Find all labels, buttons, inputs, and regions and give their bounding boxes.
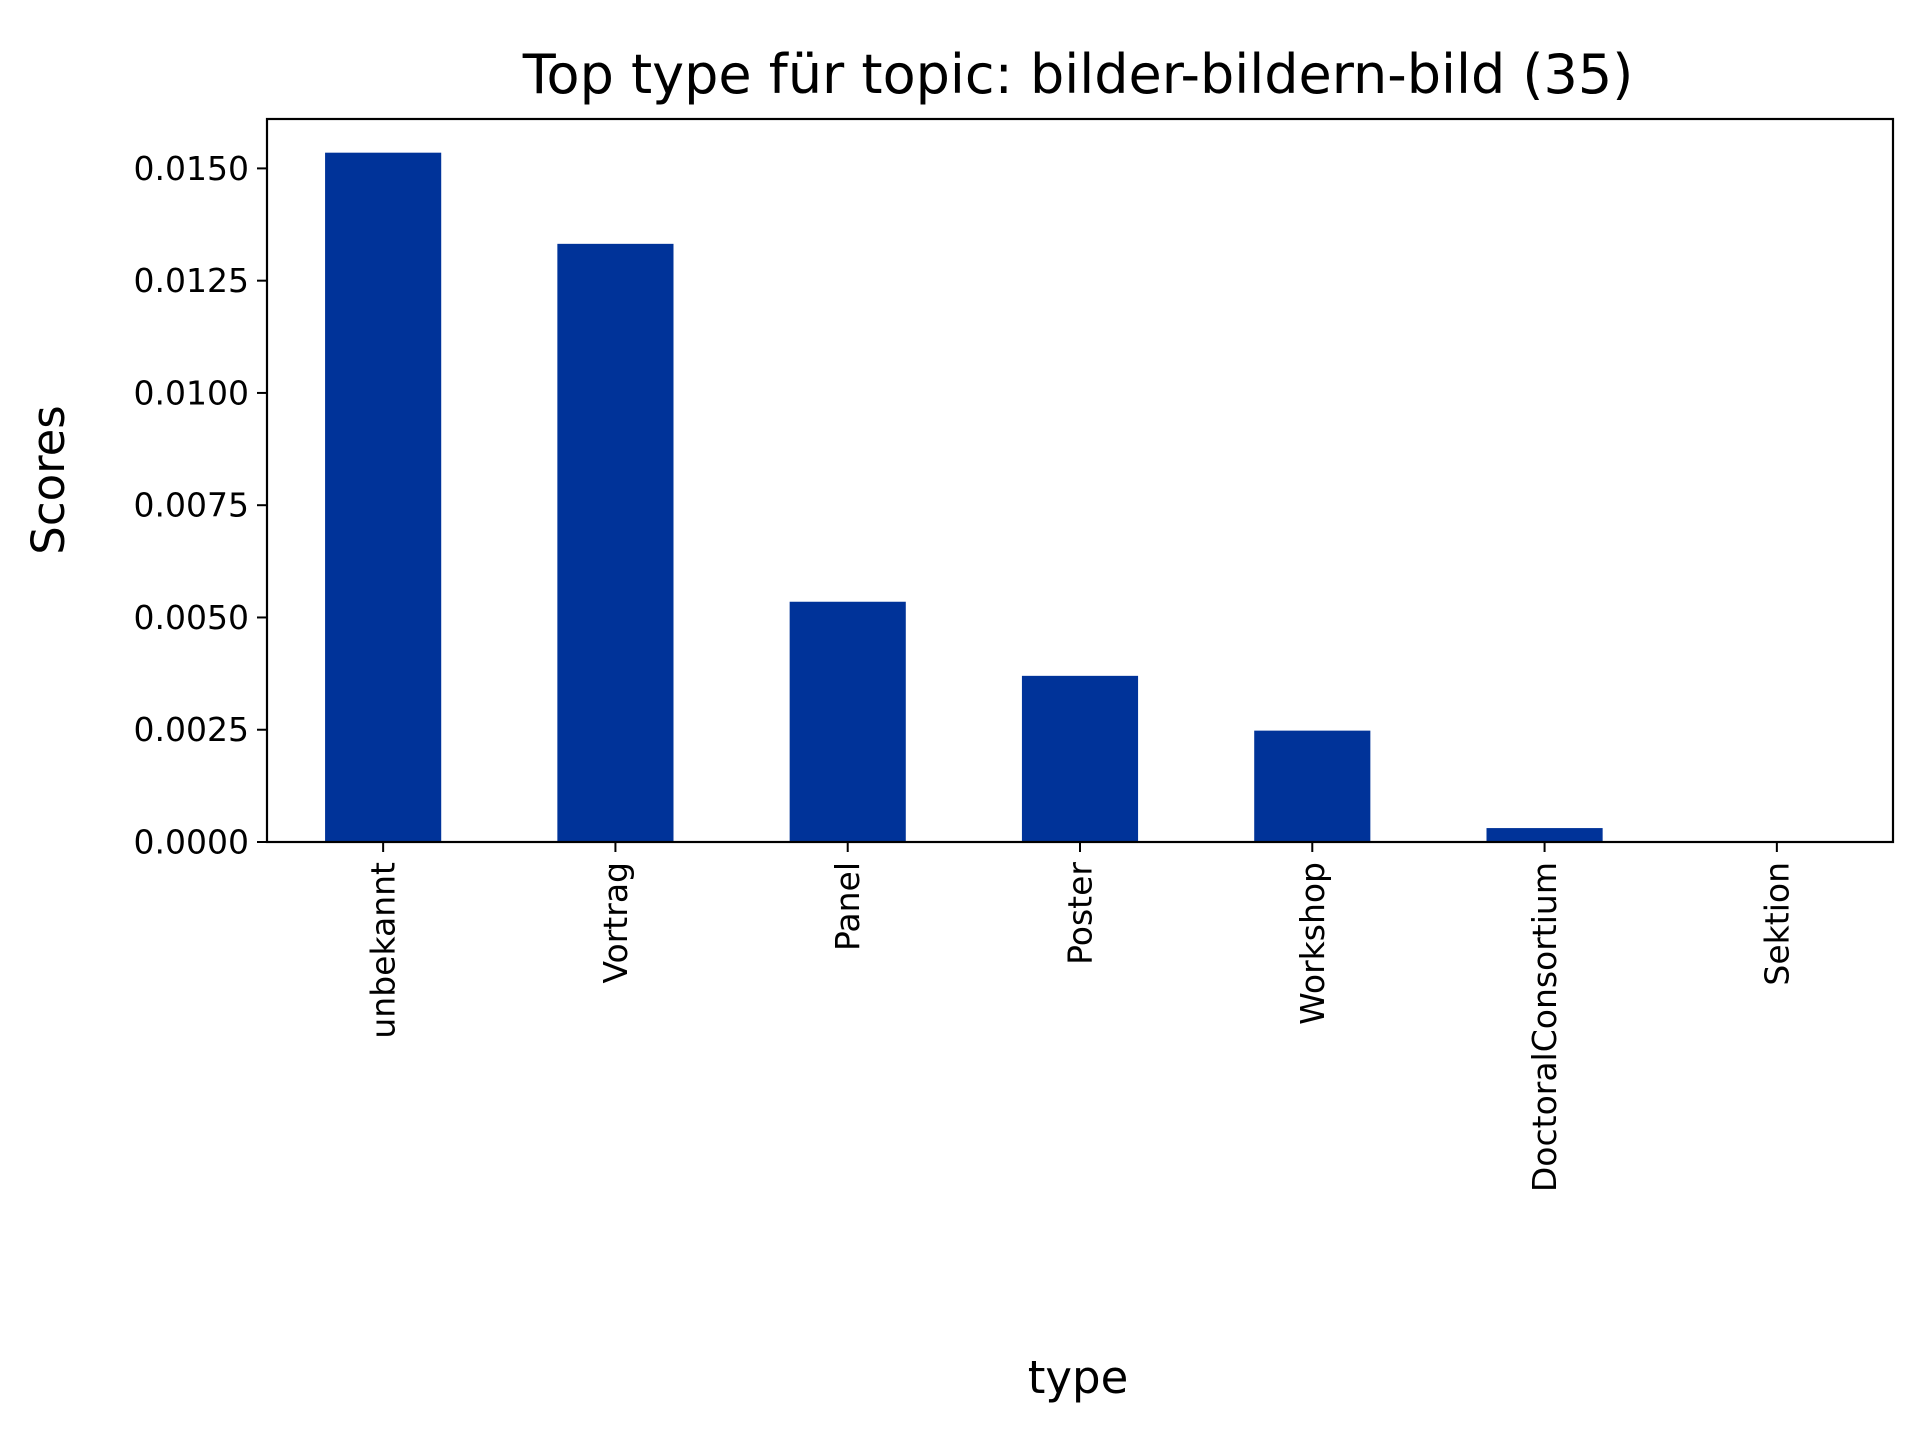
y-tick-label: 0.0050 xyxy=(134,598,249,637)
x-tick-label: Sektion xyxy=(1757,862,1796,986)
y-tick-label: 0.0025 xyxy=(134,710,249,749)
y-tick-label: 0.0150 xyxy=(134,149,249,188)
bars-group xyxy=(325,152,1603,843)
x-tick-label: unbekannt xyxy=(364,862,403,1039)
chart-title: Top type für topic: bilder-bildern-bild … xyxy=(522,43,1634,106)
bar-workshop xyxy=(1254,730,1371,842)
bar-unbekannt xyxy=(325,152,442,843)
bar-panel xyxy=(789,601,906,842)
bar-poster xyxy=(1021,675,1139,842)
x-tick-label: Vortrag xyxy=(596,862,635,983)
x-tick-label: Workshop xyxy=(1293,862,1332,1025)
y-tick-label: 0.0075 xyxy=(134,486,249,525)
y-tick-label: 0.0100 xyxy=(134,373,249,412)
bar-doctoralconsortium xyxy=(1486,828,1603,842)
y-tick-label: 0.0000 xyxy=(134,823,249,862)
y-tick-label: 0.0125 xyxy=(134,261,249,300)
x-tick-label: Panel xyxy=(828,862,867,951)
x-tick-label: DoctoralConsortium xyxy=(1525,862,1564,1192)
x-tick-label: Poster xyxy=(1061,862,1100,965)
x-axis: unbekannt Vortrag Panel Poster Workshop Docto… xyxy=(364,842,1796,1192)
x-axis-label: type xyxy=(1028,1351,1129,1404)
y-axis-label: Scores xyxy=(22,405,75,554)
bar-vortrag xyxy=(557,243,674,842)
y-axis: 0.0000 0.0025 0.0050 0.0075 0.0100 0.0125 0.01… xyxy=(134,149,267,862)
